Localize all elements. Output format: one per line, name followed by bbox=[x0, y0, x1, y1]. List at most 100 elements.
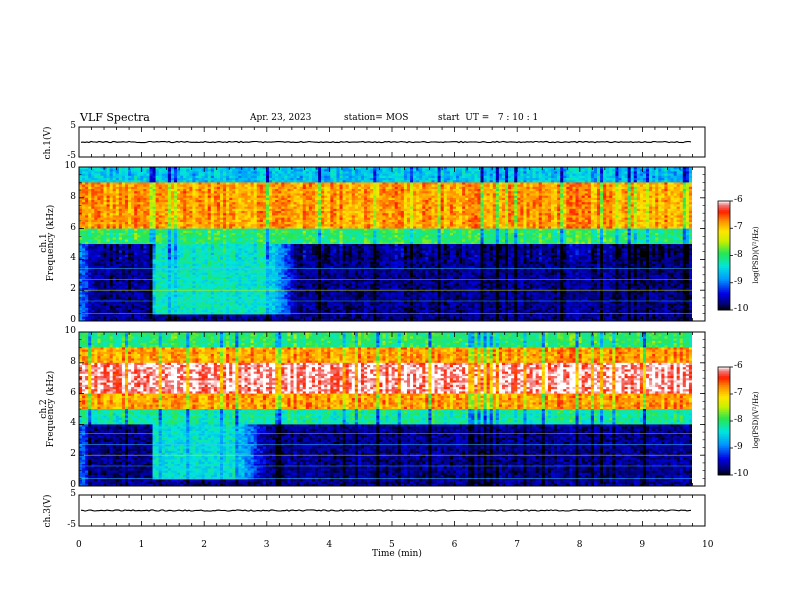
spectrogram-cell bbox=[146, 284, 149, 287]
spectrogram-cell bbox=[171, 176, 174, 179]
spectrogram-cell bbox=[294, 196, 297, 199]
spectrogram-cell bbox=[128, 174, 131, 177]
spectrogram-cell bbox=[294, 235, 297, 238]
spectrogram-cell bbox=[162, 213, 165, 216]
spectrogram-cell bbox=[177, 308, 180, 311]
spectrogram-cell bbox=[134, 248, 137, 251]
spectrogram-cell bbox=[116, 218, 119, 221]
spectrogram-cell bbox=[107, 308, 110, 311]
spectrogram-cell bbox=[269, 180, 272, 183]
spectrogram-cell bbox=[134, 231, 137, 234]
spectrogram-cell bbox=[266, 303, 269, 306]
spectrogram-cell bbox=[192, 275, 195, 278]
spectrogram-cell bbox=[128, 169, 131, 172]
spectrogram-cell bbox=[202, 259, 205, 262]
spectrogram-cell bbox=[168, 209, 171, 212]
spectrogram-cell bbox=[245, 226, 248, 229]
spectrogram-cell bbox=[269, 222, 272, 225]
spectrogram-cell bbox=[205, 284, 208, 287]
spectrogram-cell bbox=[85, 213, 88, 216]
spectrogram-cell bbox=[217, 213, 220, 216]
spectrogram-cell bbox=[165, 185, 168, 188]
spectrogram-cell bbox=[226, 273, 229, 276]
spectrogram-cell bbox=[186, 191, 189, 194]
spectrogram-cell bbox=[248, 204, 251, 207]
spectrogram-cell bbox=[110, 204, 113, 207]
spectrogram-cell bbox=[79, 178, 82, 181]
spectrogram-cell bbox=[137, 204, 140, 207]
spectrogram-cell bbox=[290, 182, 293, 185]
spectrogram-cell bbox=[140, 275, 143, 278]
spectrogram-cell bbox=[125, 196, 128, 199]
spectrogram-cell bbox=[134, 290, 137, 293]
spectrogram-cell bbox=[146, 301, 149, 304]
spectrogram-cell bbox=[168, 198, 171, 201]
spectrogram-cell bbox=[168, 182, 171, 185]
spectrogram-cell bbox=[214, 286, 217, 289]
spectrogram-cell bbox=[131, 185, 134, 188]
spectrogram-cell bbox=[269, 185, 272, 188]
spectrogram-cell bbox=[122, 187, 125, 190]
spectrogram-cell bbox=[208, 314, 211, 317]
spectrogram-cell bbox=[202, 301, 205, 304]
spectrogram-cell bbox=[287, 259, 290, 262]
spectrogram-cell bbox=[238, 200, 241, 203]
spectrogram-cell bbox=[269, 202, 272, 205]
spectrogram-cell bbox=[214, 242, 217, 245]
spectrogram-cell bbox=[238, 292, 241, 295]
spectrogram-cell bbox=[159, 259, 162, 262]
spectrogram-cell bbox=[119, 244, 122, 247]
spectrogram-cell bbox=[272, 226, 275, 229]
spectrogram-cell bbox=[192, 284, 195, 287]
spectrogram-cell bbox=[199, 196, 202, 199]
spectrogram-cell bbox=[134, 213, 137, 216]
spectrogram-cell bbox=[245, 178, 248, 181]
spectrogram-cell bbox=[248, 193, 251, 196]
spectrogram-cell bbox=[223, 182, 226, 185]
spectrogram-cell bbox=[122, 310, 125, 313]
spectrogram-cell bbox=[88, 200, 91, 203]
spectrogram-cell bbox=[128, 266, 131, 269]
spectrogram-cell bbox=[137, 292, 140, 295]
spectrogram-cell bbox=[97, 196, 100, 199]
spectrogram-cell bbox=[107, 259, 110, 262]
spectrogram-cell bbox=[232, 226, 235, 229]
spectrogram-cell bbox=[171, 235, 174, 238]
spectrogram-cell bbox=[143, 251, 146, 254]
spectrogram-cell bbox=[116, 237, 119, 240]
spectrogram-cell bbox=[131, 251, 134, 254]
spectrogram-cell bbox=[82, 295, 85, 298]
spectrogram-cell bbox=[180, 209, 183, 212]
spectrogram-cell bbox=[107, 204, 110, 207]
spectrogram-cell bbox=[159, 273, 162, 276]
spectrogram-cell bbox=[82, 178, 85, 181]
spectrogram-cell bbox=[134, 253, 137, 256]
spectrogram-cell bbox=[294, 233, 297, 236]
spectrogram-cell bbox=[257, 171, 260, 174]
spectrogram-cell bbox=[159, 270, 162, 273]
spectrogram-cell bbox=[131, 242, 134, 245]
spectrogram-cell bbox=[211, 270, 214, 273]
spectrogram-cell bbox=[211, 222, 214, 225]
spectrogram-cell bbox=[245, 301, 248, 304]
spectrogram-cell bbox=[119, 292, 122, 295]
spectrogram-cell bbox=[294, 198, 297, 201]
spectrogram-cell bbox=[287, 264, 290, 267]
spectrogram-cell bbox=[192, 200, 195, 203]
spectrogram-cell bbox=[208, 185, 211, 188]
spectrogram-cell bbox=[192, 191, 195, 194]
spectrogram-cell bbox=[254, 174, 257, 177]
spectrogram-cell bbox=[146, 237, 149, 240]
spectrogram-cell bbox=[226, 176, 229, 179]
spectrogram-cell bbox=[281, 303, 284, 306]
spectrogram-cell bbox=[251, 224, 254, 227]
spectrogram-cell bbox=[150, 264, 153, 267]
spectrogram-cell bbox=[287, 189, 290, 192]
spectrogram-cell bbox=[223, 246, 226, 249]
spectrogram-cell bbox=[186, 284, 189, 287]
spectrogram-cell bbox=[177, 213, 180, 216]
spectrogram-cell bbox=[94, 226, 97, 229]
spectrogram-cell bbox=[97, 204, 100, 207]
spectrogram-cell bbox=[269, 174, 272, 177]
spectrogram-cell bbox=[254, 303, 257, 306]
